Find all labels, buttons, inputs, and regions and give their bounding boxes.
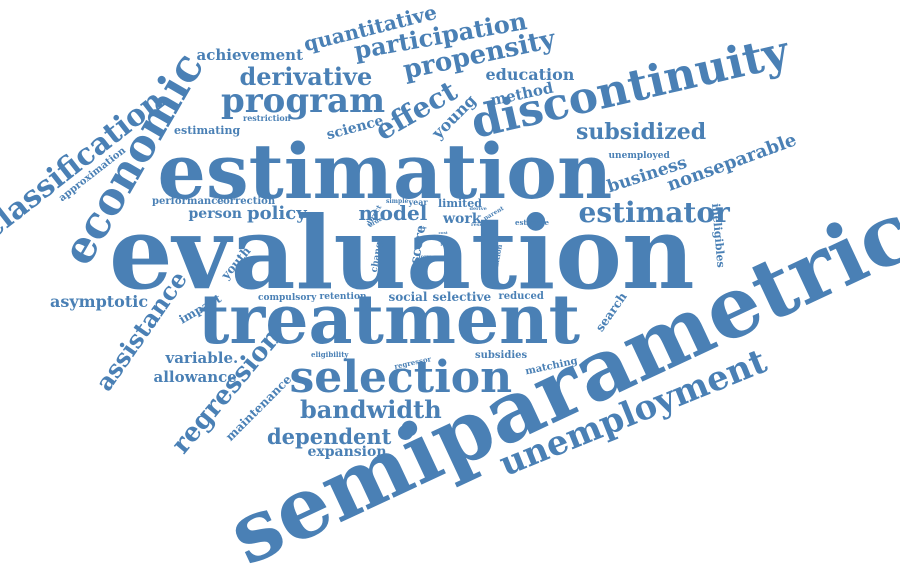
word-expansion: expansion — [307, 444, 387, 460]
word-subsidized: subsidized — [576, 119, 707, 145]
word-allowance: allowance — [153, 367, 237, 386]
word-selective: selective — [432, 290, 492, 304]
word-estimation: estimation — [157, 127, 613, 216]
word-limited: limited — [438, 196, 482, 210]
word-performance: performance — [152, 196, 224, 207]
word-correction: correction — [217, 196, 276, 207]
word-treatment: treatment — [198, 280, 581, 360]
word-program: program — [221, 81, 386, 121]
word-policy: policy — [247, 203, 307, 224]
word-selection: selection — [289, 352, 513, 403]
word-retention: retention — [319, 291, 367, 302]
word-model: model — [358, 201, 428, 225]
word-result: result — [471, 221, 488, 228]
word-person: person — [188, 206, 242, 222]
word-dependent: dependent — [267, 423, 392, 449]
word-compulsory: compulsory — [258, 292, 317, 303]
word-evaluation: evaluation — [109, 194, 695, 312]
word-cost: cost — [438, 230, 448, 235]
word-plot: plot — [440, 241, 450, 246]
word-state: state — [440, 236, 452, 241]
word-estimate: estimate — [515, 217, 549, 227]
word-education: education — [485, 65, 575, 84]
word-derive: derive — [469, 205, 487, 212]
word-estimating: estimating — [174, 123, 241, 137]
word-variable: variable. — [165, 348, 239, 367]
decorative-dot — [398, 425, 413, 440]
word-derivative: derivative — [239, 62, 373, 91]
word-bandwidth: bandwidth — [300, 395, 442, 424]
word-simple: simple — [386, 198, 409, 205]
word-estimator: estimator — [578, 196, 730, 229]
word-eligibility: eligibility — [311, 349, 349, 359]
word-unemployed: unemployed — [608, 150, 670, 161]
word-achievement: achievement — [196, 45, 304, 64]
word-work: work — [443, 211, 482, 227]
word-restriction: restriction — [243, 113, 291, 123]
word-year: year — [408, 197, 428, 207]
word-subsidies: subsidies — [475, 350, 528, 361]
word-asymptotic: asymptotic — [50, 292, 149, 311]
word-reduced: reduced — [498, 291, 544, 302]
word-social: social — [388, 290, 428, 304]
word-use: use — [419, 225, 427, 230]
word-form: form — [418, 253, 432, 260]
